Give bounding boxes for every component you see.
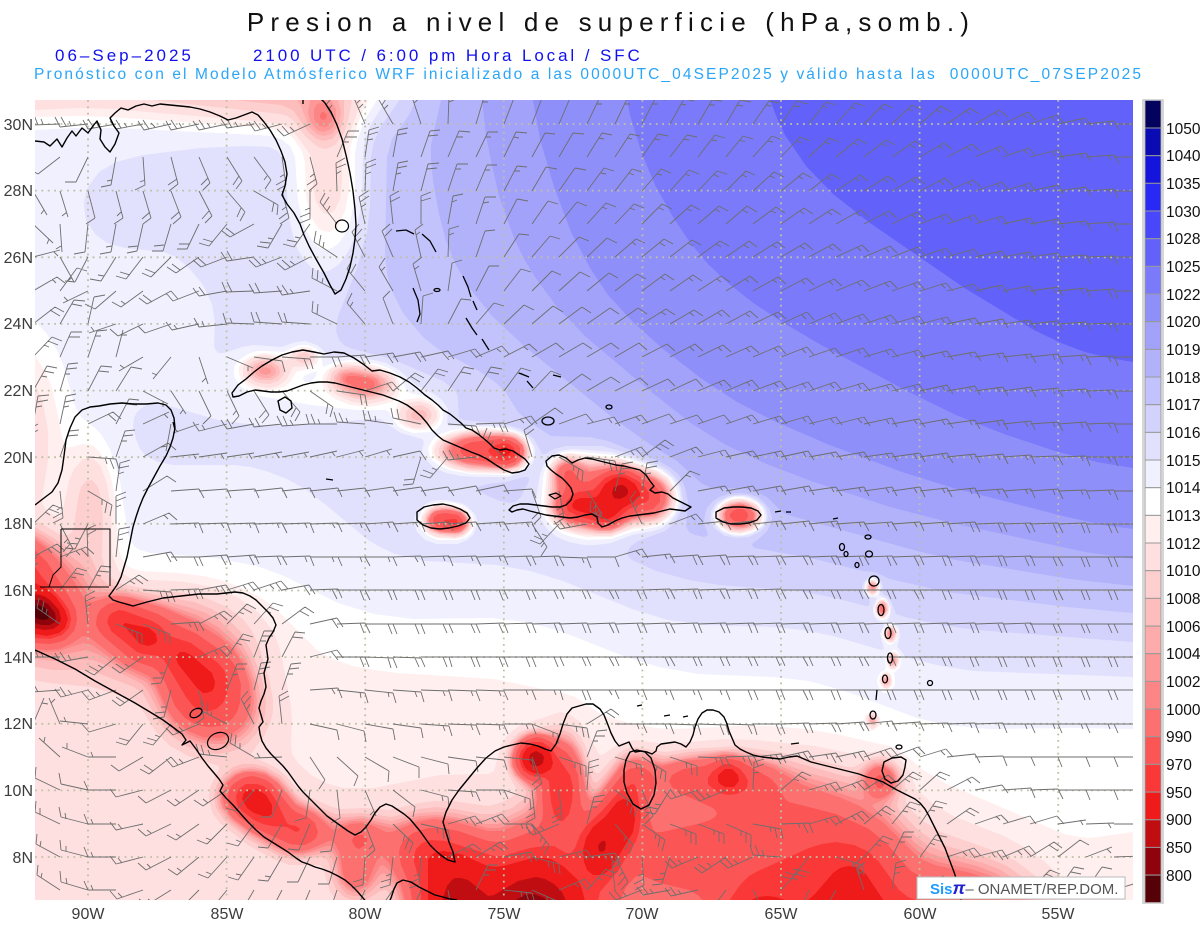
svg-text:990: 990 [1166, 729, 1192, 746]
svg-text:1016: 1016 [1166, 425, 1200, 442]
svg-text:90W: 90W [72, 906, 106, 923]
svg-text:1019: 1019 [1166, 342, 1200, 359]
svg-text:30N: 30N [4, 117, 33, 134]
svg-text:800: 800 [1166, 868, 1192, 885]
svg-text:75W: 75W [488, 906, 522, 923]
svg-text:Sisπ– ONAMET/REP.DOM.: Sisπ– ONAMET/REP.DOM. [930, 878, 1118, 898]
svg-text:850: 850 [1166, 840, 1192, 857]
svg-text:900: 900 [1166, 812, 1192, 829]
svg-text:1022: 1022 [1166, 287, 1200, 304]
svg-text:24N: 24N [4, 316, 33, 333]
svg-text:65W: 65W [765, 906, 799, 923]
svg-text:1017: 1017 [1166, 397, 1200, 414]
svg-text:1050: 1050 [1166, 121, 1200, 138]
svg-text:1004: 1004 [1166, 646, 1200, 663]
svg-text:80W: 80W [349, 906, 383, 923]
svg-text:1020: 1020 [1166, 314, 1200, 331]
svg-text:1002: 1002 [1166, 674, 1200, 691]
svg-text:1030: 1030 [1166, 204, 1200, 221]
svg-text:28N: 28N [4, 183, 33, 200]
svg-text:16N: 16N [4, 583, 33, 600]
svg-text:06–Sep–2025: 06–Sep–2025 [55, 46, 194, 65]
svg-text:1014: 1014 [1166, 480, 1200, 497]
svg-text:12N: 12N [4, 716, 33, 733]
svg-text:1028: 1028 [1166, 231, 1200, 248]
svg-text:60W: 60W [904, 906, 938, 923]
svg-text:85W: 85W [211, 906, 245, 923]
svg-text:14N: 14N [4, 650, 33, 667]
svg-text:10N: 10N [4, 783, 33, 800]
svg-text:22N: 22N [4, 383, 33, 400]
svg-text:1000: 1000 [1166, 702, 1200, 719]
svg-text:970: 970 [1166, 757, 1192, 774]
svg-text:1040: 1040 [1166, 148, 1200, 165]
svg-text:70W: 70W [626, 906, 660, 923]
svg-text:20N: 20N [4, 450, 33, 467]
svg-text:1015: 1015 [1166, 453, 1200, 470]
svg-text:8N: 8N [13, 850, 33, 867]
svg-text:2100 UTC / 6:00 pm Hora Local: 2100 UTC / 6:00 pm Hora Local / SFC [253, 46, 643, 65]
svg-text:18N: 18N [4, 516, 33, 533]
svg-text:Pronóstico con el Modelo Atmós: Pronóstico con el Modelo Atmósferico WRF… [34, 66, 1143, 83]
svg-text:1035: 1035 [1166, 176, 1200, 193]
svg-text:55W: 55W [1042, 906, 1076, 923]
svg-text:1025: 1025 [1166, 259, 1200, 276]
svg-text:1013: 1013 [1166, 508, 1200, 525]
svg-text:1018: 1018 [1166, 370, 1200, 387]
svg-text:950: 950 [1166, 785, 1192, 802]
svg-text:1012: 1012 [1166, 536, 1200, 553]
svg-text:26N: 26N [4, 250, 33, 267]
svg-text:1006: 1006 [1166, 619, 1200, 636]
svg-text:Presion a nivel de superficie: Presion a nivel de superficie (hPa,somb.… [247, 7, 975, 37]
svg-text:1008: 1008 [1166, 591, 1200, 608]
svg-text:1010: 1010 [1166, 563, 1200, 580]
